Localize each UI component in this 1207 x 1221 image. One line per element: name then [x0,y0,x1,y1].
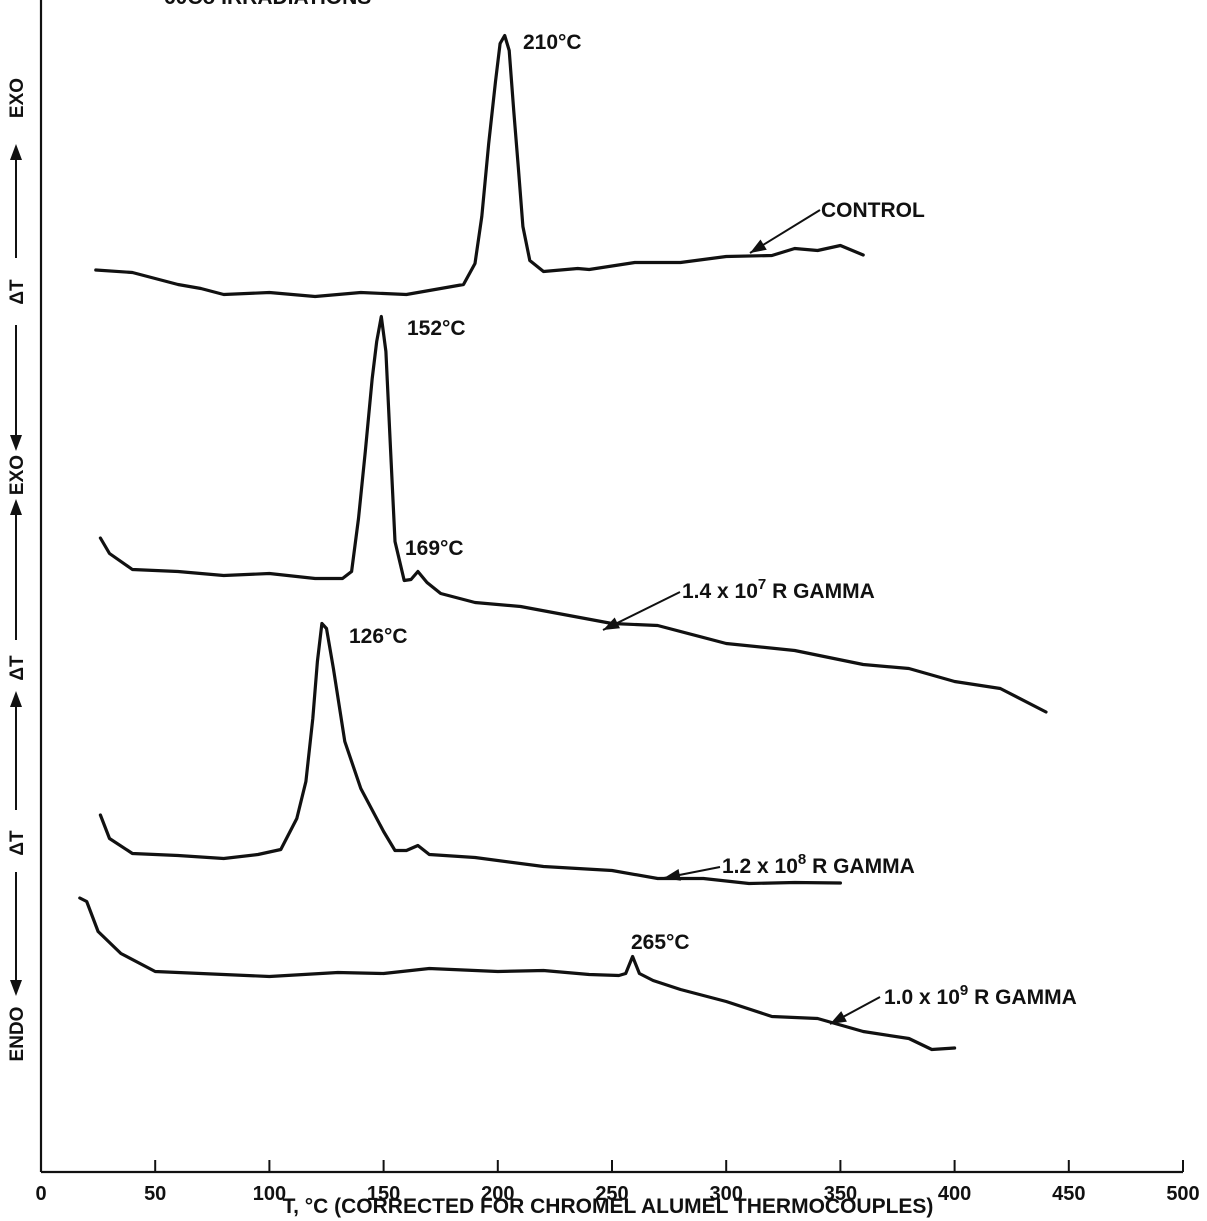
y-axis-label: EXO [7,455,28,495]
y-arrow-head [10,691,22,707]
x-ticks: 0 50 100 150 200 250 300 350 400 450 500 [35,1160,1200,1205]
x-tick-label: 300 [710,1183,743,1205]
chart-title: 60Co IRRADIATIONS [164,0,371,9]
x-tick-label: 0 [35,1183,46,1205]
y-axis-label: EXO [7,78,28,118]
label-arrow-head [664,869,681,881]
series-label: 1.2 x 108 R GAMMA [722,851,915,878]
peak-label: 152°C [407,317,466,340]
x-tick-label: 150 [367,1183,400,1205]
series-label: 1.4 x 107 R GAMMA [682,576,875,603]
series-line [98,621,842,886]
series-line [78,896,957,1052]
peak-label: 265°C [631,931,690,954]
y-arrow-head [10,144,22,160]
x-tick-label: 400 [938,1183,971,1205]
x-tick-label: 450 [1052,1183,1085,1205]
annotations: 210°C CONTROL 152°C 169°C 1.4 x 107 R GAMMA 1… [349,31,1077,1025]
y-axis-label: ΔT [7,279,28,305]
x-axis-label: T, °C (CORRECTED FOR CHROMEL ALUMEL THER… [283,1195,934,1218]
x-tick-label: 500 [1166,1183,1199,1205]
series-line [98,314,1048,714]
y-arrow-head [10,499,22,515]
series-line [94,33,865,299]
x-tick-label: 250 [595,1183,628,1205]
peak-label: 169°C [405,537,464,560]
y-axis-label: ENDO [7,1007,28,1062]
peak-label: 126°C [349,625,408,648]
x-tick-label: 50 [144,1183,166,1205]
label-arrow-head [750,239,767,253]
label-arrow-head [830,1011,847,1024]
y-arrow-head [10,435,22,451]
series-label: CONTROL [821,199,925,222]
x-tick-label: 350 [824,1183,857,1205]
label-arrow-head [603,617,621,630]
y-arrow-head [10,980,22,996]
curves [78,33,1048,1052]
peak-label: 210°C [523,31,582,54]
series-label: 1.0 x 109 R GAMMA [884,982,1077,1009]
y-axis-labels: EXO ΔT EXO ΔT ΔT ENDO [7,78,28,1062]
y-axis-label: ΔT [7,655,28,681]
y-axis-label: ΔT [7,830,28,856]
x-tick-label: 100 [253,1183,286,1205]
x-tick-label: 200 [481,1183,514,1205]
